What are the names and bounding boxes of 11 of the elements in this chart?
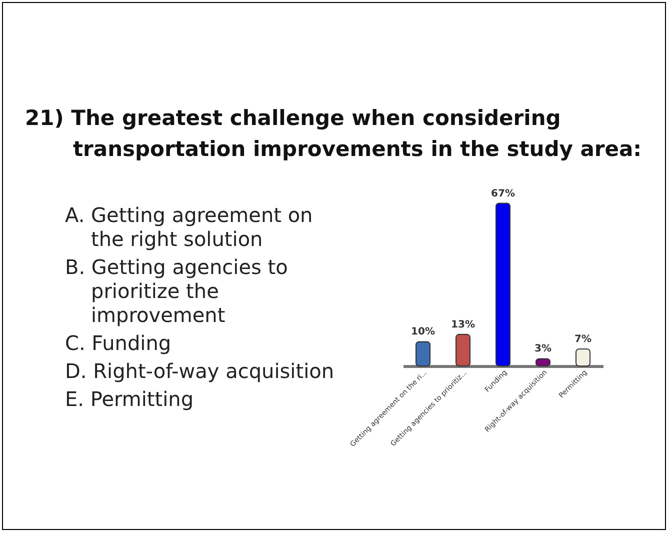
- text: B. Getting agencies to prioritize the improvement: [65, 255, 289, 327]
- chart-title: 21) The greatest challenge when considering transportation improvements in the study area:: [25, 105, 643, 163]
- text: C. Funding: [65, 331, 172, 355]
- data-label: 3%: [534, 344, 552, 355]
- data-label: 13%: [451, 319, 475, 330]
- text: A. Getting agreement on the right solution: [65, 203, 314, 251]
- text: D. Right-of-way acquisition: [65, 359, 335, 383]
- data-label: 7%: [574, 334, 592, 345]
- text: E. Permitting: [65, 387, 195, 411]
- data-label: 67%: [491, 188, 515, 200]
- data-label: 10%: [411, 326, 435, 338]
